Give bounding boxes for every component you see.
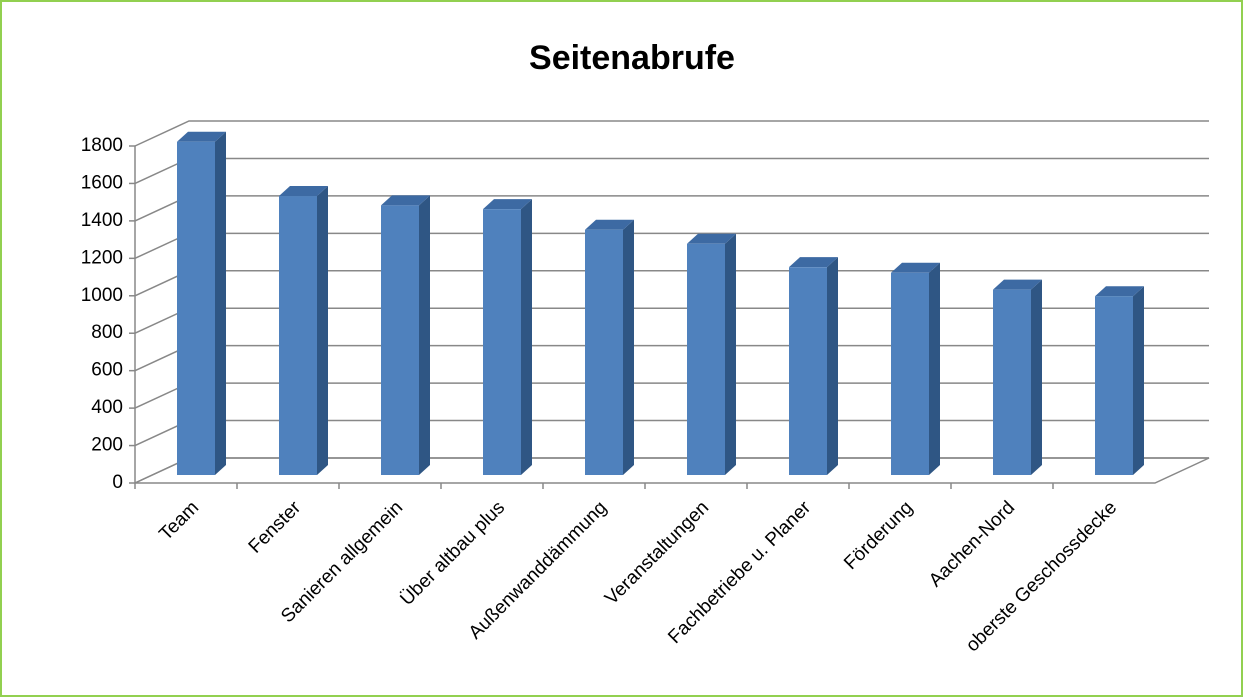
bar-top bbox=[789, 257, 838, 268]
bar bbox=[1095, 296, 1133, 475]
chart-title: Seitenabrufe bbox=[529, 39, 735, 77]
bar-side bbox=[725, 233, 736, 475]
y-tick-label: 1600 bbox=[81, 172, 123, 193]
y-tick-label: 1800 bbox=[81, 135, 123, 156]
bar-side bbox=[521, 199, 532, 475]
bar bbox=[279, 196, 317, 476]
bar-side bbox=[929, 262, 940, 475]
y-tick-label: 200 bbox=[91, 435, 123, 456]
y-tick-label: 600 bbox=[91, 360, 123, 381]
bar-side bbox=[1133, 286, 1144, 475]
bar-top bbox=[891, 262, 940, 273]
bar-top bbox=[279, 186, 328, 197]
bar-side bbox=[215, 131, 226, 475]
bar-side bbox=[419, 195, 430, 475]
bar-side bbox=[827, 257, 838, 475]
bar bbox=[891, 272, 929, 475]
bar-top bbox=[483, 199, 532, 210]
bar-top bbox=[585, 219, 634, 230]
y-tick-label: 1400 bbox=[81, 210, 123, 231]
bar-top bbox=[993, 279, 1042, 290]
y-tick-label: 400 bbox=[91, 397, 123, 418]
y-tick-label: 800 bbox=[91, 322, 123, 343]
bar-top bbox=[177, 131, 226, 142]
y-tick-label: 1000 bbox=[81, 285, 123, 306]
bar-top bbox=[381, 195, 430, 206]
bar bbox=[687, 243, 725, 475]
bar-side bbox=[1031, 279, 1042, 475]
bar bbox=[789, 267, 827, 475]
bar bbox=[381, 205, 419, 475]
bar-top bbox=[1095, 286, 1144, 297]
bar bbox=[585, 229, 623, 475]
bar bbox=[993, 289, 1031, 475]
bar-side bbox=[623, 219, 634, 475]
y-tick-label: 1200 bbox=[81, 247, 123, 268]
bar bbox=[177, 141, 215, 475]
bar-side bbox=[317, 186, 328, 476]
bar-top bbox=[687, 233, 736, 244]
y-tick-label: 0 bbox=[112, 472, 123, 493]
grid-line bbox=[134, 120, 1209, 147]
bar bbox=[483, 209, 521, 475]
